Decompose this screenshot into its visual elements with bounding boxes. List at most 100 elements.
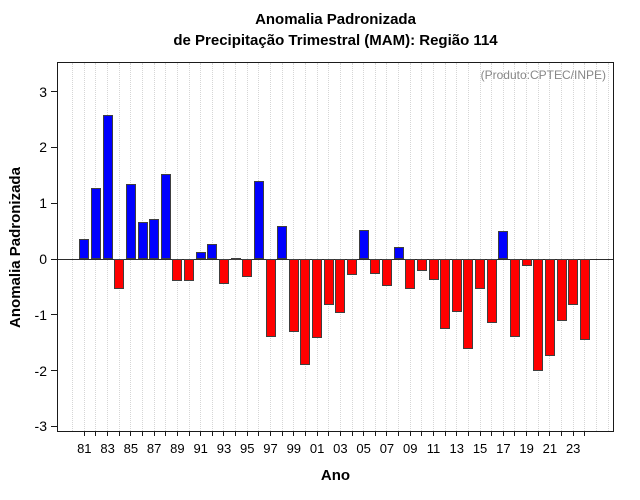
gridline [176,63,178,431]
gridline [479,63,481,431]
bar-1988 [160,174,171,259]
x-tick [479,431,481,436]
x-tick-label: 07 [379,441,395,456]
gridline [491,63,493,431]
x-tick [95,431,97,436]
y-tick-label: -1 [34,306,47,323]
x-tick [339,431,341,436]
x-tick [351,431,353,436]
x-tick-label: 91 [193,441,208,456]
x-tick [316,431,318,436]
bar-1999 [288,259,299,333]
gridline [433,63,434,431]
gridline [456,63,458,431]
x-tick-label: 13 [449,441,464,456]
x-tick [176,431,178,436]
bar-1985 [125,184,136,259]
x-tick [188,431,190,436]
x-tick [235,431,237,436]
gridline [293,63,295,431]
x-tick-label: 83 [100,441,115,456]
bar-2023 [568,259,579,305]
bar-1997 [265,259,276,337]
bar-2014 [463,259,474,350]
chart-title: Anomalia Padronizada de Precipitação Tri… [57,9,614,51]
x-tick [409,431,411,436]
gridline [223,63,225,431]
x-tick [386,431,388,436]
x-tick [165,431,167,436]
chart-title-line2: de Precipitação Trimestral (MAM): Região… [173,32,498,49]
chart-title-line1: Anomalia Padronizada [255,11,416,28]
x-tick-label: 95 [240,441,255,456]
x-tick-label: 17 [496,441,511,456]
bar-1995 [242,259,253,278]
x-tick [293,431,295,436]
y-tick [51,91,58,93]
x-tick [433,431,434,436]
bar-2020 [533,259,544,371]
bar-1982 [90,187,101,259]
y-axis-label: Anomalia Padronizada [6,166,24,328]
gridline [514,63,516,431]
bar-2004 [347,259,358,276]
gridline [328,63,330,431]
bar-2015 [475,259,486,289]
x-tick-label: 09 [402,441,418,456]
x-tick [107,431,109,436]
bar-1992 [207,243,218,259]
x-tick-label: 21 [542,441,558,456]
gridline [549,63,551,431]
bar-2018 [509,259,520,338]
bar-2013 [451,259,462,312]
x-tick [572,431,574,436]
x-tick-label: 01 [309,441,325,456]
gridline [561,63,563,431]
x-tick [502,431,504,436]
bar-2001 [312,259,323,338]
x-tick [456,431,458,436]
bar-1987 [149,218,160,259]
gridline [526,63,528,431]
x-tick-label: 15 [472,441,488,456]
bar-2005 [358,229,369,259]
x-tick [281,431,283,436]
gridline [374,63,376,431]
bar-2003 [335,259,346,313]
x-tick-label: 97 [263,441,278,456]
gridline [200,63,202,431]
gridline [304,63,306,431]
bar-1983 [102,115,113,259]
bar-2022 [556,259,567,322]
bar-2002 [323,259,334,305]
x-tick-label: 85 [123,441,139,456]
x-tick [211,431,213,436]
y-tick-label: 1 [39,195,47,212]
gridline [72,63,74,431]
bar-1994 [230,258,241,260]
gridline [572,63,574,431]
y-tick [51,370,58,372]
bar-2024 [579,259,590,340]
bar-2011 [428,259,439,280]
gridline [537,63,539,431]
x-tick [491,431,493,436]
x-tick [130,431,132,436]
x-tick [398,431,400,436]
bar-2007 [381,259,392,286]
gridline [339,63,341,431]
gridline [316,63,318,431]
bar-1993 [218,259,229,284]
gridline [246,63,248,431]
gridline [467,63,469,431]
bar-2010 [416,259,427,271]
gridline [444,63,446,431]
x-tick [514,431,516,436]
gridline [118,63,120,431]
x-tick [374,431,376,436]
x-tick [246,431,248,436]
bar-2006 [370,259,381,275]
y-tick [51,202,58,204]
x-tick [223,431,225,436]
x-tick [363,431,365,436]
